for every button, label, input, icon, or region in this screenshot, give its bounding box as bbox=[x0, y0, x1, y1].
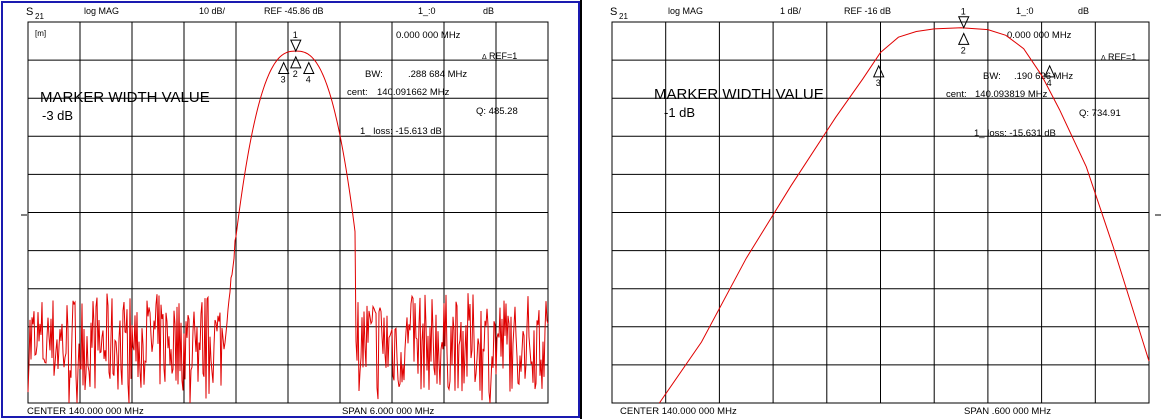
marker-1-triangle bbox=[290, 39, 302, 53]
cent-label: cent: bbox=[946, 89, 967, 100]
ref-label: REF -16 dB bbox=[844, 6, 891, 16]
param-subscript: 21 bbox=[35, 12, 44, 21]
format-label: log MAG bbox=[668, 6, 703, 16]
bw-label: BW: bbox=[983, 71, 1001, 82]
markers: 1 23 4 bbox=[277, 30, 315, 85]
param-label: S bbox=[26, 6, 33, 18]
cent-readout: 140.093819 MHz bbox=[975, 89, 1048, 100]
marker-2-triangle bbox=[957, 32, 970, 45]
grid bbox=[27, 21, 549, 404]
trace-line bbox=[658, 27, 1150, 404]
marker-freq-readout: 0.000 000 MHz bbox=[396, 30, 461, 41]
bw-label: BW: bbox=[365, 69, 383, 80]
marker-unit: dB bbox=[1078, 6, 1089, 16]
delta-symbol: Δ bbox=[1101, 55, 1106, 62]
format-label: log MAG bbox=[84, 6, 119, 16]
analyzer-panel-right: S 21 log MAG 1 dB/ REF -16 dB 1_:0 dB MA… bbox=[582, 0, 1164, 419]
trace-line bbox=[27, 50, 549, 404]
marker-4-triangle bbox=[303, 61, 315, 75]
chart-title: MARKER WIDTH VALUE bbox=[40, 89, 210, 106]
marker-4-triangle bbox=[1043, 64, 1056, 78]
ref-marker-readout: REF=1 bbox=[489, 51, 517, 61]
panel-frame bbox=[602, 6, 1157, 414]
scale-label: 10 dB/ bbox=[199, 6, 226, 16]
bw-readout: .190 626 MHz bbox=[1014, 71, 1073, 82]
chart-title: MARKER WIDTH VALUE bbox=[654, 86, 824, 103]
loss-readout: 1_ loss: -15.613 dB bbox=[360, 126, 442, 137]
q-readout: Q: 485.28 bbox=[476, 106, 518, 117]
marker-freq-readout: 0.000 000 MHz bbox=[1007, 30, 1072, 41]
ref-label: REF -45.86 dB bbox=[264, 6, 324, 16]
memory-icon: [m] bbox=[35, 29, 46, 38]
marker-4-label: 4 bbox=[1047, 78, 1052, 88]
marker-1-label: 1 bbox=[293, 30, 298, 40]
panel-divider bbox=[580, 0, 582, 419]
center-freq-label: CENTER 140.000 000 MHz bbox=[27, 406, 144, 417]
width-value: -1 dB bbox=[664, 105, 695, 120]
marker-4-label: 4 bbox=[306, 75, 311, 85]
marker-1-label: 1 bbox=[961, 7, 966, 17]
param-label: S bbox=[610, 6, 617, 18]
markers: 1 2 3 4 bbox=[872, 7, 1056, 88]
ref-marker-readout: REF=1 bbox=[1108, 52, 1136, 62]
loss-readout: 1_ loss: -15.631 dB bbox=[974, 128, 1056, 139]
scale-label: 1 dB/ bbox=[780, 6, 802, 16]
cent-label: cent: bbox=[347, 87, 368, 98]
span-label: SPAN .600 000 MHz bbox=[964, 406, 1051, 417]
span-label: SPAN 6.000 000 MHz bbox=[342, 406, 434, 417]
marker-unit: dB bbox=[483, 6, 494, 16]
marker-3-triangle bbox=[872, 64, 885, 78]
marker-2-label: 2 bbox=[961, 45, 966, 55]
delta-symbol: Δ bbox=[482, 54, 487, 61]
right-chart-svg: S 21 log MAG 1 dB/ REF -16 dB 1_:0 dB MA… bbox=[602, 6, 1161, 417]
marker-readout: 1_:0 bbox=[1016, 6, 1034, 16]
cent-readout: 140.091662 MHz bbox=[377, 87, 450, 98]
grid bbox=[611, 21, 1150, 404]
marker-2-label: 2 bbox=[293, 69, 298, 79]
analyzer-panel-left: S 21 log MAG 10 dB/ REF -45.86 dB 1_:0 d… bbox=[1, 1, 580, 418]
bw-readout: .288 684 MHz bbox=[408, 69, 467, 80]
center-freq-label: CENTER 140.000 000 MHz bbox=[620, 406, 737, 417]
width-value: -3 dB bbox=[42, 108, 73, 123]
q-readout: Q: 734.91 bbox=[1079, 108, 1121, 119]
panel-frame bbox=[1, 1, 580, 418]
left-chart-svg: S 21 log MAG 10 dB/ REF -45.86 dB 1_:0 d… bbox=[1, 1, 580, 418]
marker-3-triangle bbox=[277, 61, 290, 75]
marker-3-label: 3 bbox=[281, 75, 286, 85]
marker-1-triangle bbox=[957, 16, 970, 29]
marker-readout: 1_:0 bbox=[418, 6, 436, 16]
marker-3-label: 3 bbox=[876, 78, 881, 88]
param-subscript: 21 bbox=[619, 12, 628, 21]
marker-2-triangle bbox=[290, 55, 302, 69]
